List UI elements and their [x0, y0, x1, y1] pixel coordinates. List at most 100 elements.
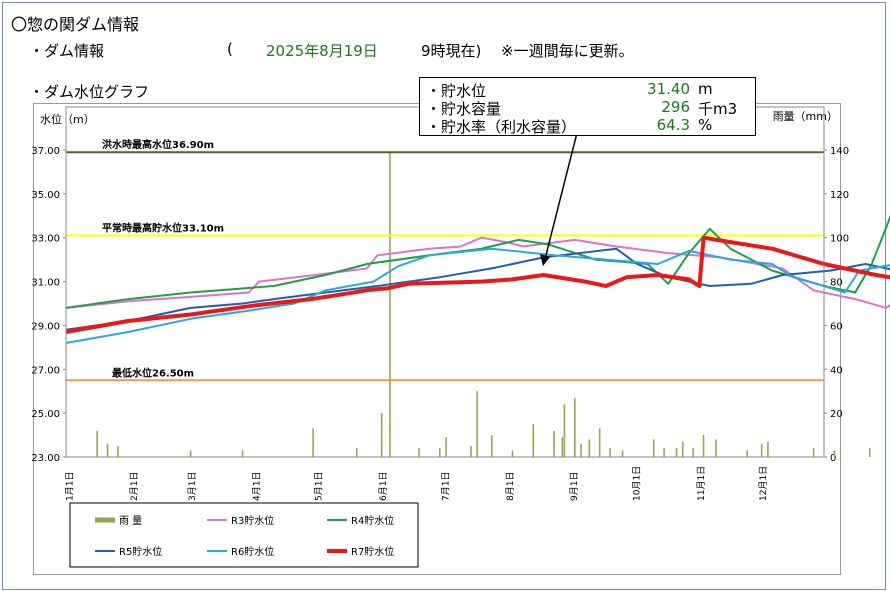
rain-bar — [580, 443, 582, 457]
rain-bar — [241, 450, 244, 457]
storage-level-unit: m — [698, 80, 713, 98]
info-row-storage-rate: ・貯水率（利水容量） — [426, 116, 577, 136]
rain-bar — [868, 448, 871, 457]
legend-label: R6貯水位 — [231, 545, 274, 558]
info-row-storage-level: ・貯水位 — [426, 80, 487, 100]
rain-bar — [767, 441, 769, 457]
graph-label: ・ダム水位グラフ — [29, 83, 150, 101]
y-left-tick-label: 27.00 — [31, 365, 60, 376]
rain-bar — [675, 448, 678, 457]
legend-label: R7貯水位 — [351, 545, 394, 558]
rain-bar — [715, 439, 717, 457]
x-month-label: 10月1日 — [631, 466, 642, 501]
rain-bar — [812, 448, 815, 457]
rain-bar — [380, 413, 383, 457]
y-axis-left-label: 水位（m） — [40, 112, 95, 126]
rain-bar — [563, 404, 566, 457]
rain-bar — [312, 428, 314, 457]
info-arrow-head — [540, 254, 550, 266]
x-month-label: 7月1日 — [440, 472, 451, 501]
page-title: 〇惣の関ダム情報 — [11, 15, 140, 34]
rain-bar — [663, 448, 665, 457]
reference-line-label: 最低水位26.50m — [112, 366, 194, 379]
y-left-tick-label: 31.00 — [31, 278, 60, 289]
rain-bar — [681, 441, 684, 457]
storage-rate-label: ・貯水率（利水容量） — [426, 118, 577, 136]
y-left-tick-label: 35.00 — [31, 190, 60, 201]
info-row-storage-volume: ・貯水容量 — [426, 98, 502, 118]
y-right-tick-label: 140 — [830, 146, 849, 157]
y-right-tick-label: 100 — [830, 234, 849, 245]
dam-info-label: ・ダム情報 — [29, 42, 105, 60]
x-month-label: 2月1日 — [129, 472, 140, 501]
storage-volume-unit: 千m3 — [698, 100, 738, 118]
series-line — [65, 247, 890, 344]
y-axis-right-label: 雨量（mm） — [773, 110, 838, 123]
rain-bar — [561, 437, 564, 457]
legend-label: R4貯水位 — [351, 514, 394, 527]
rain-bar — [490, 435, 493, 457]
x-month-label: 12月1日 — [758, 466, 769, 501]
y-right-tick-label: 120 — [830, 190, 849, 201]
y-left-tick-label: 29.00 — [31, 321, 60, 332]
x-month-label: 3月1日 — [187, 472, 198, 501]
storage-level-value: 31.40 — [647, 80, 690, 98]
rain-bar — [96, 430, 98, 457]
rain-bar — [106, 443, 109, 457]
y-left-tick-label: 33.00 — [31, 234, 60, 245]
update-date: 2025年8月19日 — [266, 42, 378, 60]
paren-open: ( — [227, 40, 233, 58]
y-right-tick-label: 40 — [830, 365, 843, 376]
x-month-label: 11月1日 — [696, 466, 707, 501]
rain-bar — [760, 443, 763, 457]
storage-volume-label: ・貯水容量 — [426, 100, 502, 118]
legend-label: 雨 量 — [119, 515, 142, 527]
storage-rate-value: 64.3 — [656, 116, 690, 134]
rain-bar — [598, 428, 601, 457]
rain-bar — [833, 450, 836, 457]
rain-bar — [746, 450, 748, 457]
x-month-label: 8月1日 — [505, 472, 516, 501]
y-right-tick-label: 20 — [830, 409, 843, 420]
rain-bar — [189, 450, 192, 457]
rain-bar — [418, 448, 420, 457]
x-month-label: 1月1日 — [65, 472, 76, 501]
rain-bar — [445, 437, 447, 457]
rain-bar — [573, 397, 576, 457]
x-month-label: 9月1日 — [569, 472, 580, 501]
x-month-label: 5月1日 — [314, 472, 325, 501]
y-left-tick-label: 23.00 — [31, 453, 60, 464]
y-right-tick-label: 60 — [830, 321, 843, 332]
rain-bar — [389, 152, 391, 457]
y-left-tick-label: 37.00 — [31, 146, 60, 157]
rain-bar — [439, 448, 441, 457]
rain-bar — [355, 448, 358, 457]
rain-bar — [470, 446, 472, 457]
storage-volume-value: 296 — [661, 98, 690, 116]
update-note: ※一週間毎に更新。 — [501, 42, 634, 60]
y-left-tick-label: 25.00 — [31, 409, 60, 420]
rain-bar — [702, 435, 705, 457]
rain-bar — [652, 439, 655, 457]
rain-bar — [553, 430, 555, 457]
x-month-label: 6月1日 — [378, 472, 389, 501]
storage-rate-unit: % — [698, 116, 713, 134]
rain-bar — [117, 446, 119, 457]
storage-level-label: ・貯水位 — [426, 82, 487, 100]
rain-bar — [476, 391, 478, 457]
rain-bar — [621, 450, 624, 457]
rain-bar — [511, 450, 514, 457]
reference-line-label: 洪水時最高水位36.90m — [102, 138, 214, 151]
series-line — [65, 235, 890, 334]
as-of-time: 9時現在) — [421, 42, 482, 60]
rain-bar — [532, 424, 535, 457]
y-right-tick-label: 80 — [830, 278, 843, 289]
reservoir-info-box: ・貯水位 31.40 m ・貯水容量 296 千m3 ・貯水率（利水容量） 64… — [419, 77, 756, 136]
rain-bar — [588, 439, 591, 457]
info-arrow-line — [544, 128, 579, 260]
legend-label: R5貯水位 — [119, 545, 162, 558]
y-right-tick-label: 0 — [830, 453, 836, 464]
legend-box — [69, 502, 419, 568]
